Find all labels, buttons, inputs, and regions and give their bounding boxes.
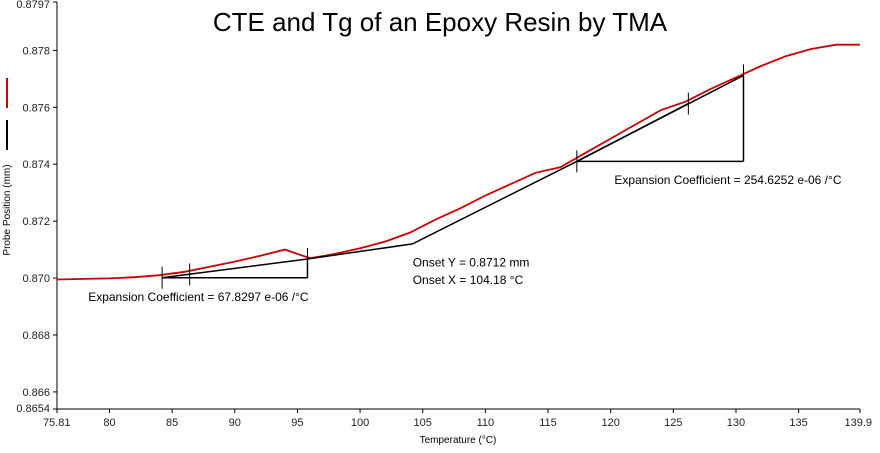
annotation-text: Onset Y = 0.8712 mm	[413, 256, 530, 270]
probe-position-series	[56, 43, 860, 281]
x-tick-label: 130	[727, 417, 745, 429]
x-tick-label: 75.81	[43, 417, 71, 429]
annotation-text: Expansion Coefficient = 254.6252 e-06 /°…	[614, 173, 841, 187]
y-tick-label: 0.8797	[16, 0, 50, 11]
y-tick-label: 0.866	[22, 387, 50, 399]
y-axis-label: Probe Position (mm)	[2, 164, 13, 255]
y-tick-label: 0.874	[22, 159, 50, 171]
tangent-line	[576, 74, 744, 163]
x-tick-label: 110	[477, 417, 495, 429]
x-tick-label: 95	[291, 417, 303, 429]
x-tick-label: 90	[229, 417, 241, 429]
x-tick-label: 80	[103, 417, 115, 429]
x-tick-label: 135	[789, 417, 807, 429]
plot-area: 75.81 80 85 90 95 100 105 110 115 120 125 130 135 139…	[6, 0, 872, 429]
y-tick-label: 0.8654	[16, 403, 50, 415]
y-tick-label: 0.868	[22, 330, 50, 342]
x-tick-label: 105	[414, 417, 432, 429]
y-tick-label: 0.872	[22, 216, 50, 228]
x-tick-label: 120	[601, 417, 619, 429]
x-tick-label: 100	[351, 417, 369, 429]
y-tick-label: 0.876	[22, 102, 50, 114]
x-tick-label: 125	[664, 417, 682, 429]
x-tick-label: 115	[539, 417, 557, 429]
y-tick-label: 0.870	[22, 273, 50, 285]
y-tick-label: 0.878	[22, 45, 50, 57]
chart-title: CTE and Tg of an Epoxy Resin by TMA	[213, 7, 668, 37]
x-tick-label: 139.9	[844, 417, 872, 429]
x-tick-label: 85	[166, 417, 178, 429]
annotation-text: Onset X = 104.18 °C	[413, 273, 524, 287]
x-axis-label: Temperature (°C)	[420, 435, 497, 446]
annotation-text: Expansion Coefficient = 67.8297 e-06 /°C	[88, 290, 309, 304]
tangent-line	[162, 258, 308, 279]
